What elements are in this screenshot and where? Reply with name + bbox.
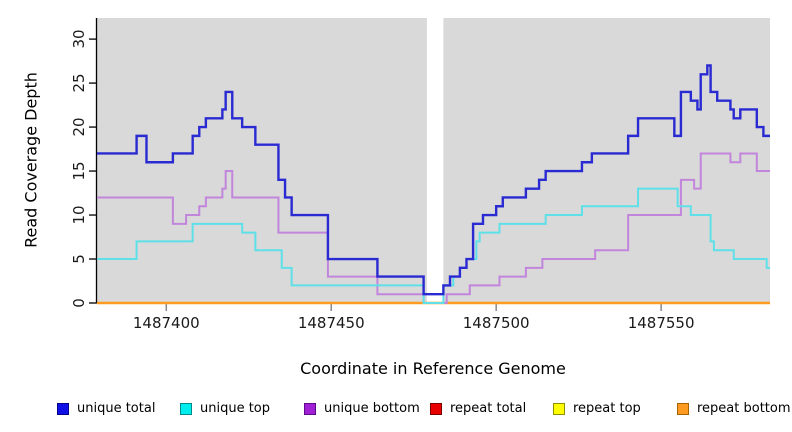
y-tick-label: 25	[70, 73, 88, 93]
legend-label: repeat total	[450, 401, 527, 416]
y-tick-label: 30	[70, 29, 88, 49]
legend-swatch-icon	[304, 402, 316, 415]
y-tick-label: 20	[70, 117, 88, 137]
legend-swatch-icon	[180, 402, 192, 415]
legend-label: unique top	[200, 401, 271, 416]
legend-entry: unique bottom	[304, 401, 420, 416]
x-tick-label: 1487550	[627, 314, 695, 332]
legend-entry: unique total	[57, 401, 155, 416]
legend-swatch-icon	[677, 402, 689, 415]
legend-swatch-icon	[553, 402, 565, 415]
series-line-unique-total	[97, 64, 770, 296]
legend-entry: repeat bottom	[677, 401, 791, 416]
series-line-unique-bottom	[97, 152, 770, 304]
legend-swatch-icon	[430, 402, 442, 415]
legend-label: unique total	[77, 401, 156, 416]
series-line-unique-top	[97, 187, 770, 304]
legend-label: unique bottom	[324, 401, 420, 416]
y-tick-label: 0	[70, 298, 88, 308]
y-tick-label: 5	[70, 254, 88, 264]
y-tick-label: 10	[70, 205, 88, 225]
y-axis-title: Read Coverage Depth	[21, 72, 41, 248]
legend-swatch-icon	[57, 402, 69, 415]
legend-label: repeat bottom	[697, 401, 791, 416]
x-tick-label: 1487500	[462, 314, 530, 332]
masked-region	[426, 18, 444, 303]
y-tick-label: 15	[70, 161, 88, 181]
legend-entry: unique top	[180, 401, 270, 416]
legend-label: repeat top	[573, 401, 641, 416]
legend-entry: repeat top	[553, 401, 641, 416]
x-tick-label: 1487450	[297, 314, 365, 332]
x-axis-title: Coordinate in Reference Genome	[300, 359, 566, 378]
x-tick-label: 1487400	[132, 314, 200, 332]
legend-entry: repeat total	[430, 401, 526, 416]
